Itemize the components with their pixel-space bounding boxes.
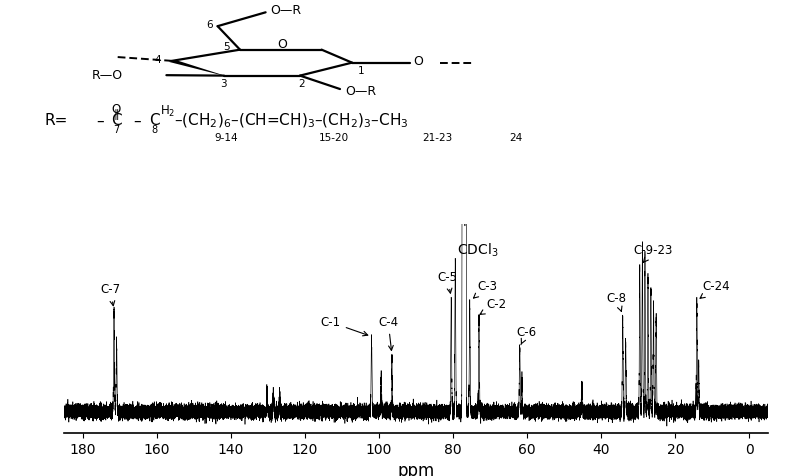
Text: C-1: C-1: [321, 316, 368, 336]
Text: 7: 7: [113, 125, 119, 135]
Text: 3: 3: [220, 79, 226, 89]
Text: O—R: O—R: [345, 85, 376, 98]
Text: 21-23: 21-23: [422, 133, 453, 143]
Text: CDCl$_3$: CDCl$_3$: [457, 242, 498, 259]
Text: –: –: [134, 113, 142, 129]
Text: O: O: [111, 103, 121, 116]
Text: O: O: [278, 38, 287, 51]
Text: C-9-23: C-9-23: [634, 244, 673, 262]
Text: 24: 24: [510, 133, 522, 143]
Text: C: C: [110, 113, 122, 129]
Text: 8: 8: [151, 125, 158, 135]
Text: C-4: C-4: [378, 316, 398, 350]
Text: O: O: [414, 55, 423, 68]
Polygon shape: [169, 60, 224, 76]
Text: H$_2$: H$_2$: [160, 104, 175, 119]
Text: C-24: C-24: [700, 280, 730, 298]
Text: C-2: C-2: [480, 298, 506, 314]
Text: 4: 4: [154, 55, 161, 65]
Text: 15-20: 15-20: [318, 133, 349, 143]
Text: O—R: O—R: [270, 3, 302, 17]
Text: C: C: [149, 113, 160, 129]
X-axis label: ppm: ppm: [398, 463, 434, 476]
Text: 5: 5: [223, 42, 230, 52]
Text: –(CH$_2$)$_6$–(CH=CH)$_3$–(CH$_2$)$_3$–CH$_3$: –(CH$_2$)$_6$–(CH=CH)$_3$–(CH$_2$)$_3$–C…: [174, 111, 408, 130]
Text: C-7: C-7: [100, 283, 120, 306]
Text: 1: 1: [358, 66, 365, 76]
Text: R—O: R—O: [91, 69, 122, 82]
Text: C-8: C-8: [607, 292, 627, 311]
Text: C-3: C-3: [474, 280, 497, 298]
Text: 9-14: 9-14: [214, 133, 238, 143]
Text: 2: 2: [298, 79, 305, 89]
Text: R=: R=: [44, 113, 67, 129]
Text: ∥: ∥: [113, 109, 119, 119]
Text: C-6: C-6: [516, 327, 537, 345]
Text: C-5: C-5: [438, 271, 458, 293]
Text: 6: 6: [206, 20, 213, 30]
Text: –: –: [96, 113, 104, 129]
